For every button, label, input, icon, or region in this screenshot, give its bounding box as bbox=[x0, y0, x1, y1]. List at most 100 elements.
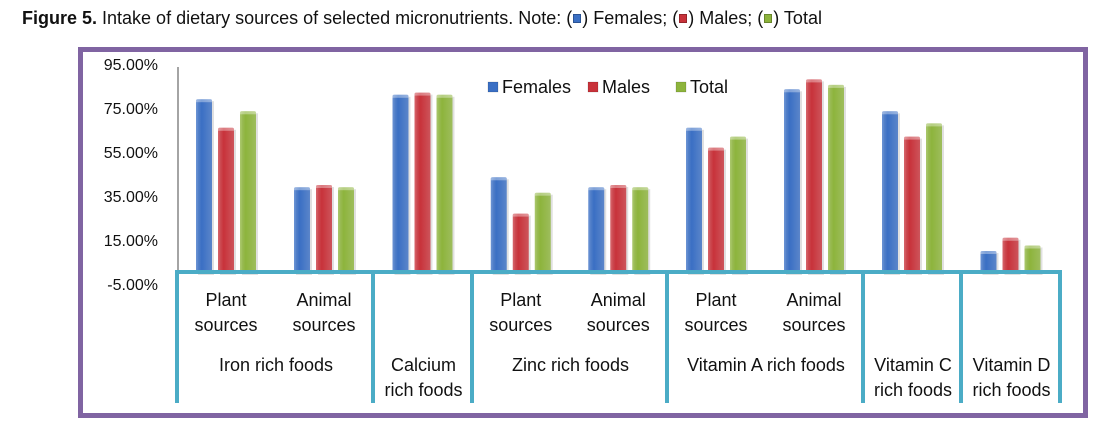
bar-cap bbox=[632, 187, 649, 191]
bar-males bbox=[806, 79, 822, 274]
bar-males bbox=[218, 127, 234, 273]
y-tick-label: 15.00% bbox=[104, 233, 158, 250]
bar-cap bbox=[784, 89, 800, 93]
y-tick-label: -5.00% bbox=[107, 277, 158, 294]
y-tick-label: 55.00% bbox=[104, 145, 158, 162]
category-sub-label: sources bbox=[782, 315, 845, 335]
bar-total bbox=[534, 192, 551, 273]
bar-cap bbox=[882, 111, 898, 115]
category-sub-label: sources bbox=[292, 315, 355, 335]
caption-text: Intake of dietary sources of selected mi… bbox=[97, 8, 573, 28]
category-group-label: Vitamin D bbox=[973, 355, 1051, 375]
caption-sep-total: ) Total bbox=[773, 8, 822, 28]
legend-swatch-females-icon bbox=[487, 81, 499, 93]
legend-label-males: Males bbox=[602, 77, 650, 97]
bar-cap bbox=[490, 177, 507, 181]
category-sub-label: Animal bbox=[591, 290, 646, 310]
bar-females bbox=[392, 94, 409, 273]
legend: Females Males Total bbox=[487, 77, 728, 97]
category-sub-label: Plant bbox=[500, 290, 541, 310]
y-tick-label: 95.00% bbox=[104, 57, 158, 74]
bar-males bbox=[904, 136, 920, 273]
bar-cap bbox=[904, 136, 920, 140]
males-swatch-icon bbox=[679, 13, 688, 23]
category-sub-label: Plant bbox=[205, 290, 246, 310]
figure-label: Figure 5. bbox=[22, 8, 98, 28]
bar-females bbox=[882, 111, 898, 273]
category-sub-label: sources bbox=[194, 315, 257, 335]
legend-swatch-males-icon bbox=[587, 81, 599, 93]
category-group-label: rich foods bbox=[972, 380, 1050, 400]
category-axis: Plant sources Animal sources Plant sources Ani… bbox=[175, 270, 1062, 403]
bar-cap bbox=[534, 192, 551, 196]
bar-females bbox=[490, 177, 507, 273]
y-axis: 95.00% 75.00% 55.00% 35.00% 15.00% -5.00% bbox=[104, 57, 179, 294]
bar-total bbox=[436, 94, 453, 273]
bar-total bbox=[730, 136, 746, 273]
bar-cap bbox=[686, 127, 702, 131]
legend-label-females: Females bbox=[502, 77, 571, 97]
bar-cap bbox=[730, 136, 746, 140]
bar-cap bbox=[610, 185, 627, 188]
category-sub-label: sources bbox=[489, 315, 552, 335]
bar-females bbox=[980, 251, 997, 273]
category-sub-label: Animal bbox=[296, 290, 351, 310]
bar-cap bbox=[828, 84, 844, 88]
caption-sep-females: ) Females; ( bbox=[582, 8, 679, 28]
category-group-label: rich foods bbox=[874, 380, 952, 400]
bar-cap bbox=[414, 92, 431, 96]
bar-total bbox=[632, 187, 649, 273]
y-tick-label: 75.00% bbox=[104, 101, 158, 118]
bar-females bbox=[294, 187, 310, 273]
bar-cap bbox=[338, 187, 354, 191]
bar-cap bbox=[240, 111, 256, 115]
legend-swatch-total-icon bbox=[675, 81, 687, 93]
bar-total bbox=[1024, 245, 1041, 273]
bar-females bbox=[196, 99, 212, 273]
y-tick-label: 35.00% bbox=[104, 189, 158, 206]
bar-cap bbox=[512, 213, 529, 217]
category-group-label: Zinc rich foods bbox=[512, 355, 629, 375]
total-swatch-icon bbox=[764, 13, 773, 23]
bar-total bbox=[338, 187, 354, 273]
bar-cap bbox=[218, 127, 234, 131]
bar-cap bbox=[588, 187, 605, 191]
bar-cap bbox=[294, 187, 310, 191]
bar-females bbox=[784, 89, 800, 273]
category-sub-label: Animal bbox=[786, 290, 841, 310]
bar-cap bbox=[316, 185, 332, 188]
category-group-label: Vitamin C bbox=[874, 355, 952, 375]
bar-cap bbox=[1002, 237, 1019, 241]
legend-label-total: Total bbox=[690, 77, 728, 97]
chart-frame bbox=[78, 47, 1088, 418]
bar-cap bbox=[708, 147, 724, 151]
category-group-label: Calcium bbox=[391, 355, 456, 375]
category-sub-label: sources bbox=[684, 315, 747, 335]
females-swatch-icon bbox=[573, 13, 582, 23]
bar-males bbox=[610, 185, 627, 273]
bar-females bbox=[686, 127, 702, 273]
caption-sep-males: ) Males; ( bbox=[688, 8, 764, 28]
category-group-label: Iron rich foods bbox=[219, 355, 333, 375]
category-group-label: rich foods bbox=[384, 380, 462, 400]
bar-males bbox=[512, 213, 529, 273]
bar-males bbox=[708, 147, 724, 273]
bar-cap bbox=[926, 123, 942, 127]
bar-cap bbox=[806, 79, 822, 83]
category-sub-label: Plant bbox=[695, 290, 736, 310]
bar-total bbox=[828, 84, 844, 274]
bar-cap bbox=[196, 99, 212, 103]
bar-males bbox=[1002, 237, 1019, 273]
bar-cap bbox=[1024, 245, 1041, 249]
bar-total bbox=[240, 111, 256, 273]
bar-males bbox=[414, 92, 431, 273]
bar-cap bbox=[980, 251, 997, 254]
category-sub-label: sources bbox=[587, 315, 650, 335]
category-group-label: Vitamin A rich foods bbox=[687, 355, 845, 375]
bars bbox=[196, 79, 1043, 276]
bar-cap bbox=[436, 94, 453, 98]
bar-males bbox=[316, 185, 332, 273]
bar-females bbox=[588, 187, 605, 273]
bar-cap bbox=[392, 94, 409, 98]
